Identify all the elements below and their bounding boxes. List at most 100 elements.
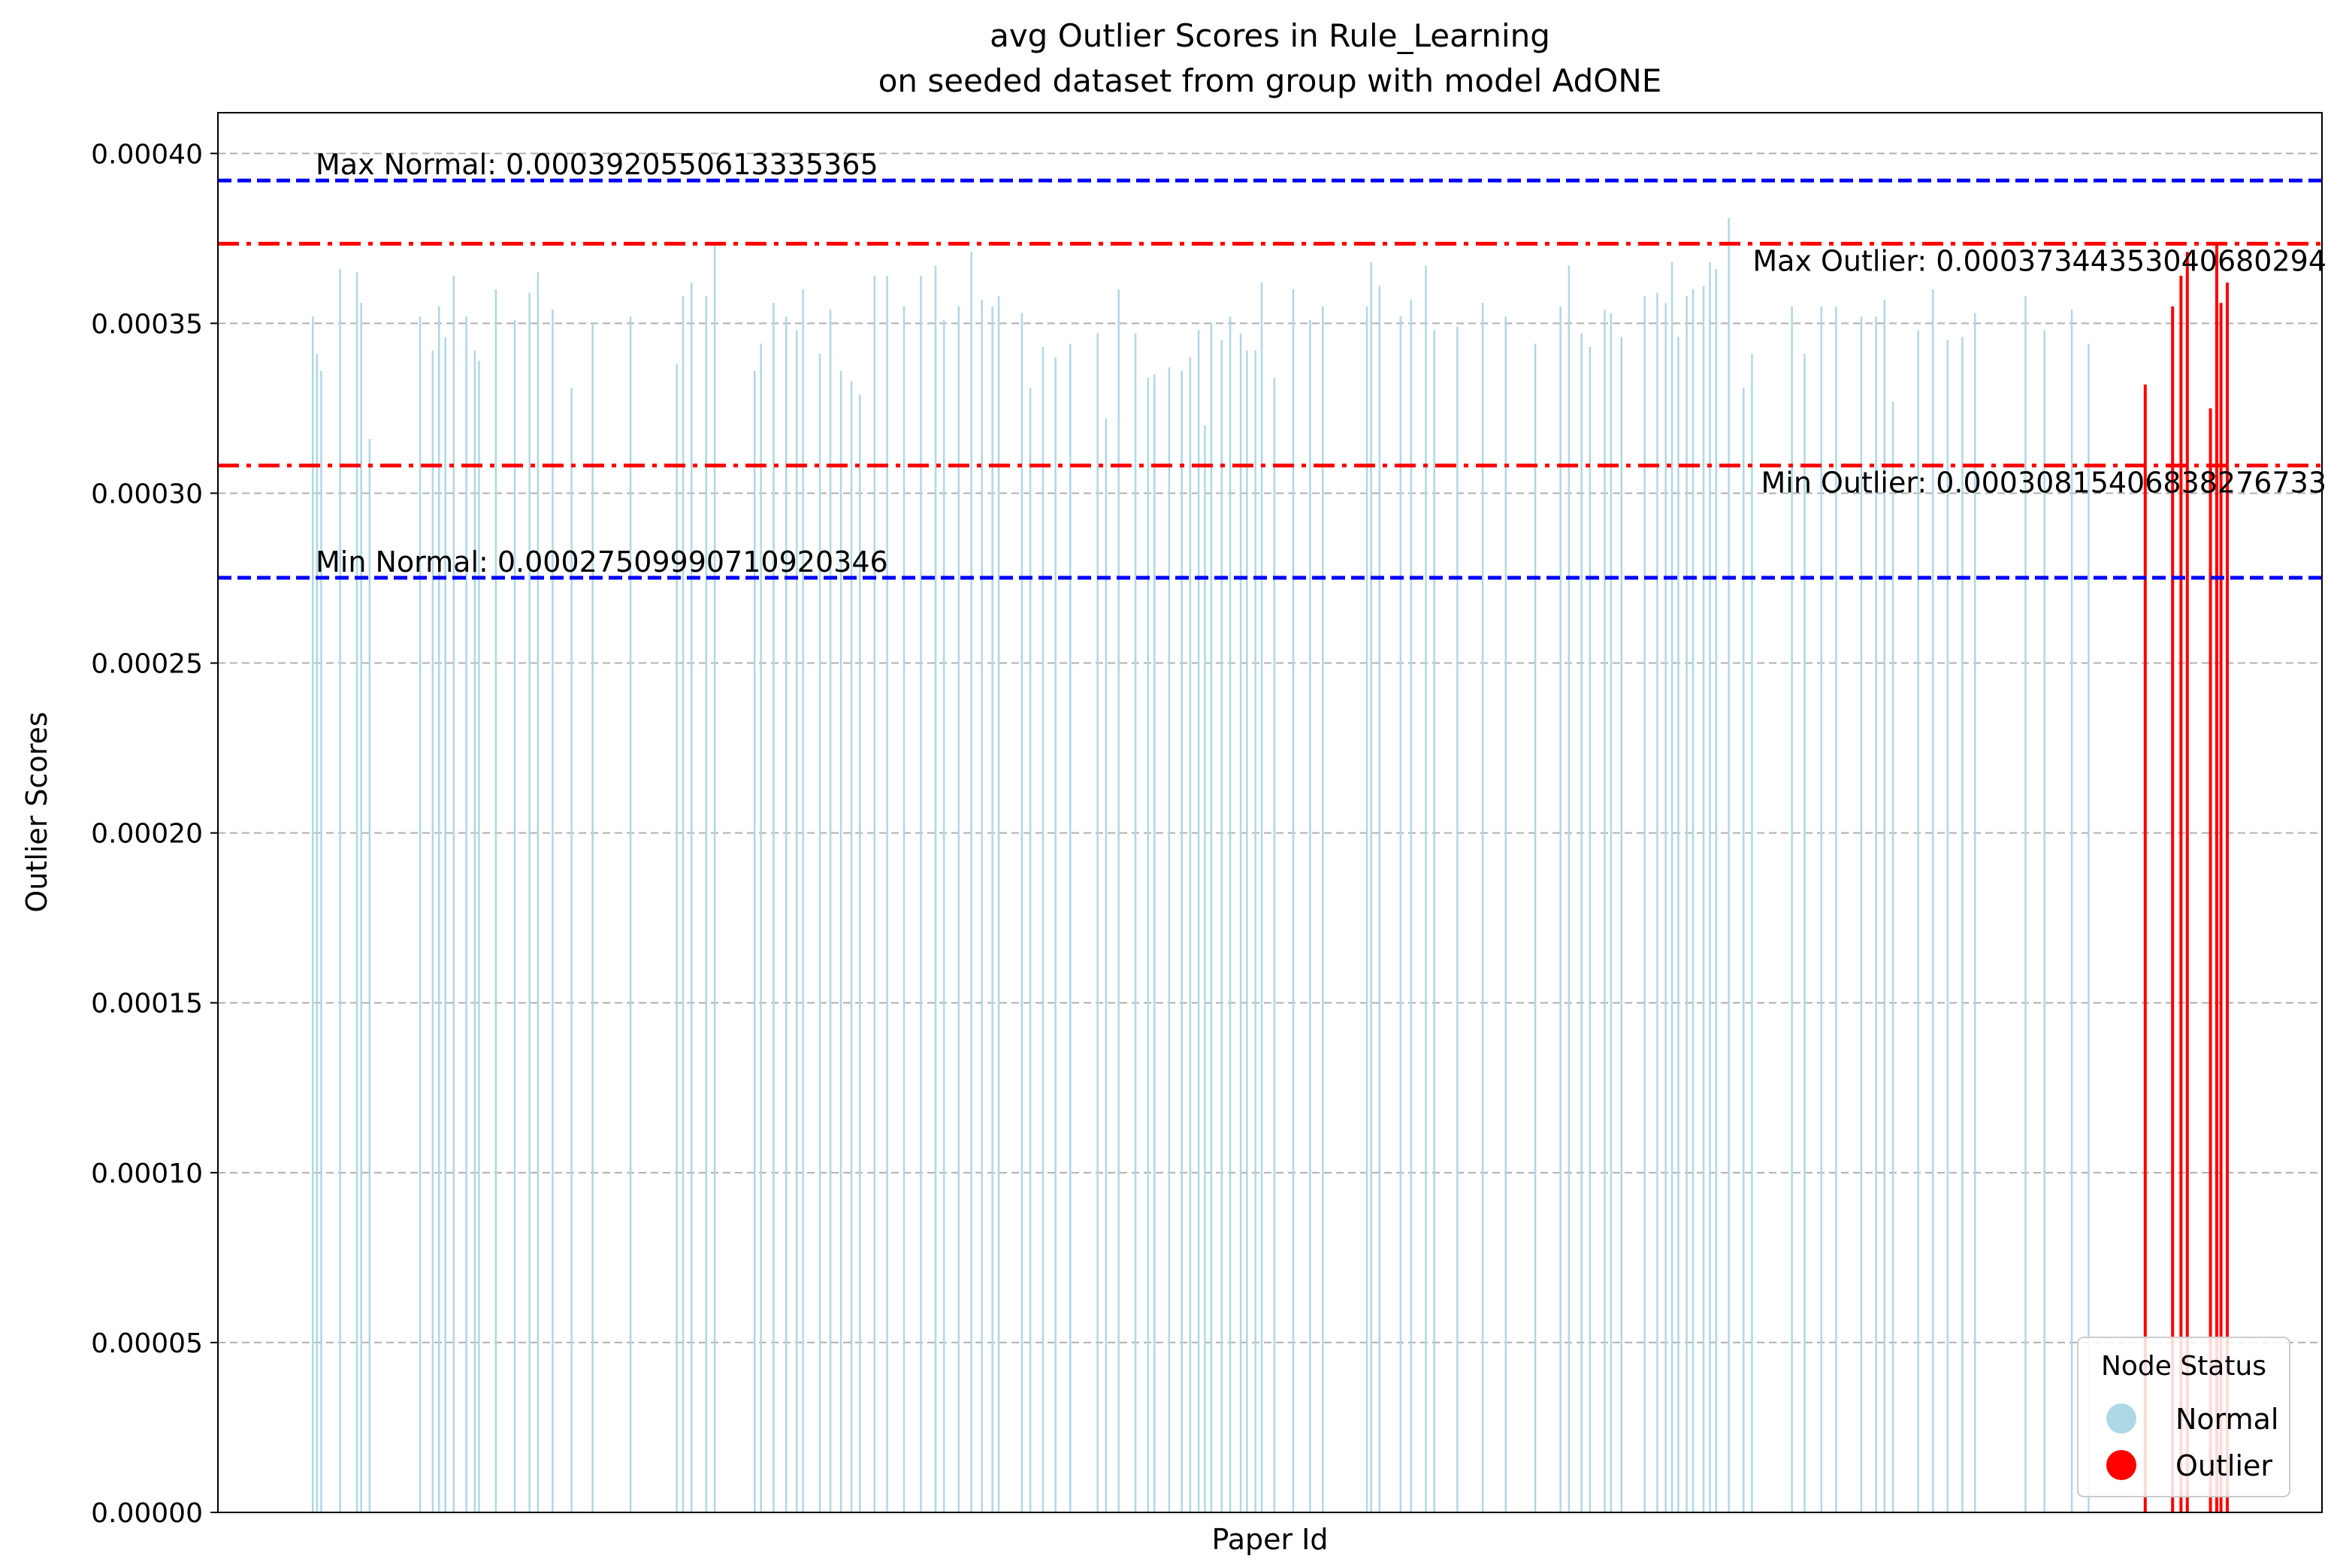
bar-normal (1670, 261, 1673, 1512)
bar-normal (1604, 310, 1606, 1513)
bar-normal (1220, 340, 1223, 1512)
bar-normal (1096, 333, 1099, 1512)
y-tick-label: 0.00030 (91, 479, 203, 509)
bar-normal (438, 306, 440, 1513)
y-tick-label: 0.00000 (91, 1498, 203, 1529)
legend-label-outlier: Outlier (2175, 1449, 2272, 1482)
bar-normal (1322, 306, 1324, 1513)
bar-normal (997, 296, 1000, 1512)
bar-normal (1728, 218, 1730, 1512)
bar-normal (1181, 370, 1183, 1513)
bar-outlier (2219, 303, 2223, 1513)
y-tick-label: 0.00040 (91, 139, 203, 170)
bar-normal (1370, 261, 1372, 1512)
bar-outlier (2171, 306, 2175, 1513)
outlier-bars (2143, 245, 2229, 1513)
bar-normal (1189, 357, 1192, 1513)
bar-normal (970, 252, 972, 1512)
bar-normal (1791, 306, 1793, 1513)
bar-normal (1917, 330, 1919, 1512)
bar-normal (1168, 367, 1171, 1513)
bar-normal (1692, 289, 1695, 1512)
bar-normal (796, 330, 798, 1512)
reference-line-label: Max Outlier: 0.00037344353040680294 (1752, 244, 2326, 277)
bar-normal (1961, 337, 1964, 1512)
bar-normal (691, 282, 693, 1512)
bar-normal (713, 245, 716, 1512)
bar-normal (705, 296, 708, 1512)
bar-normal (355, 272, 358, 1512)
bar-normal (1029, 388, 1032, 1512)
bar-normal (1292, 289, 1295, 1512)
bar-normal (785, 316, 788, 1512)
bar-normal (850, 381, 853, 1513)
bar-normal (368, 439, 371, 1512)
y-axis-label: Outlier Scores (20, 711, 53, 912)
bar-normal (682, 296, 685, 1512)
bar-normal (2024, 296, 2027, 1512)
bar-normal (528, 292, 531, 1513)
bar-normal (1117, 289, 1120, 1512)
bar-normal (1260, 282, 1263, 1512)
legend-title: Node Status (2101, 1351, 2266, 1382)
reference-line-label: Min Outlier: 0.00030815406838276733 (1761, 467, 2326, 500)
bar-normal (465, 316, 467, 1512)
bar-normal (452, 276, 455, 1512)
bar-normal (513, 319, 516, 1512)
y-tick-label: 0.00015 (91, 989, 203, 1020)
bar-normal (1481, 303, 1484, 1513)
bar-normal (1105, 418, 1108, 1512)
bar-normal (1042, 347, 1045, 1512)
bar-normal (1656, 292, 1658, 1513)
bar-normal (1229, 316, 1232, 1512)
bar-normal (1709, 261, 1711, 1512)
bar-normal (943, 319, 945, 1512)
bar-normal (629, 316, 632, 1512)
normal-bars (312, 218, 2090, 1513)
bar-normal (1204, 425, 1206, 1512)
bar-normal (920, 276, 922, 1512)
bar-normal (802, 289, 804, 1512)
bar-normal (591, 323, 594, 1512)
reference-line-label: Min Normal: 0.00027509990710920346 (316, 545, 888, 579)
bar-normal (676, 364, 678, 1513)
x-axis-label: Paper Id (1211, 1523, 1328, 1556)
bar-normal (1751, 354, 1753, 1512)
bar-normal (957, 306, 960, 1513)
bar-normal (859, 394, 861, 1512)
bar-normal (1153, 374, 1156, 1513)
bar-normal (873, 276, 876, 1512)
bar-normal (886, 276, 888, 1512)
bar-normal (316, 354, 319, 1512)
bar-normal (1715, 269, 1718, 1512)
bar-normal (1273, 377, 1276, 1513)
bar-normal (320, 370, 322, 1513)
bar-normal (1620, 337, 1623, 1512)
bar-normal (570, 388, 573, 1512)
bar-normal (1378, 286, 1381, 1513)
bar-normal (494, 289, 497, 1512)
bar-normal (2088, 343, 2090, 1512)
bar-normal (1974, 313, 1976, 1513)
bar-normal (1197, 330, 1200, 1512)
bar-normal (1875, 316, 1877, 1512)
bar-normal (1677, 337, 1679, 1512)
bar-normal (1504, 316, 1507, 1512)
legend-marker-outlier (2106, 1450, 2136, 1480)
chart-title: avg Outlier Scores in Rule_Learning (990, 17, 1550, 54)
bar-normal (537, 272, 540, 1512)
bar-outlier (2179, 276, 2183, 1512)
bar-normal (1932, 289, 1934, 1512)
bar-normal (829, 310, 832, 1513)
bar-normal (419, 316, 422, 1512)
chart-subtitle: on seeded dataset from group with model … (878, 62, 1662, 99)
bar-outlier (2185, 252, 2189, 1512)
bar-normal (1803, 354, 1806, 1512)
bar-normal (1568, 265, 1571, 1512)
bar-normal (760, 343, 762, 1512)
bar-normal (1210, 323, 1213, 1512)
bar-normal (1054, 357, 1057, 1513)
bar-normal (1610, 313, 1613, 1513)
bar-normal (444, 337, 446, 1512)
bar-normal (1580, 333, 1583, 1512)
